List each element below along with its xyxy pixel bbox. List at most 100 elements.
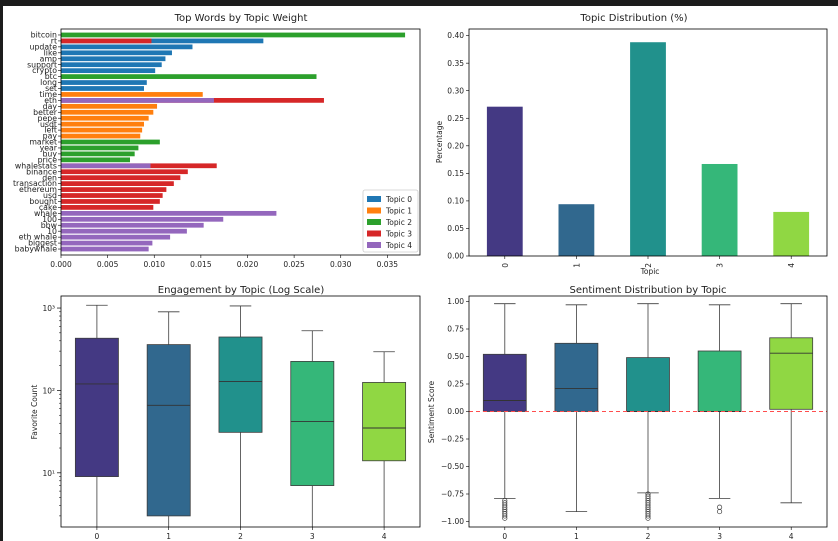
topic-bar (558, 204, 595, 256)
y-tick-label: 10² (42, 386, 55, 395)
word-tick-label: biggest (28, 239, 57, 248)
word-tick-label: usd (43, 191, 57, 200)
iqr-box (74, 337, 119, 477)
word-tick-label: eth whale (19, 233, 58, 242)
x-tick-label: 0.010 (144, 260, 166, 269)
topic-distribution-xlabel: Topic (640, 267, 660, 276)
word-tick-label: crypto (32, 66, 57, 75)
iqr-box (146, 344, 191, 517)
outlier-point (717, 509, 723, 515)
y-tick-label: 0.50 (447, 352, 464, 361)
x-tick-label: 4 (789, 532, 794, 541)
word-bar (61, 193, 163, 198)
legend-swatch (367, 230, 381, 237)
word-bar (61, 44, 193, 50)
x-tick-label: 0 (502, 532, 507, 541)
word-tick-label: whalestats (15, 161, 57, 170)
word-bar (61, 50, 172, 56)
y-tick-label: 0.75 (447, 325, 464, 334)
word-tick-label: year (40, 144, 58, 153)
legend-swatch (367, 196, 381, 202)
legend-label: Topic 1 (385, 207, 412, 216)
word-bar (61, 98, 214, 103)
iqr-box (218, 336, 263, 433)
topic-bar (630, 42, 666, 257)
y-tick-label: 0.20 (447, 141, 464, 150)
y-tick-label: −1.00 (441, 517, 464, 526)
word-tick-label: amp (40, 54, 57, 63)
y-tick-label: −0.75 (441, 490, 464, 499)
word-bar (61, 234, 171, 240)
word-tick-label: whale (34, 209, 57, 218)
x-tick-label: 0.020 (237, 260, 259, 269)
word-bar (61, 139, 160, 145)
y-tick-label: 0.25 (447, 380, 464, 389)
y-tick-label: 0.35 (447, 59, 464, 68)
word-tick-label: 10 (47, 227, 57, 236)
x-tick-label: 3 (717, 532, 722, 541)
word-bar (61, 157, 131, 163)
word-bar (61, 109, 154, 115)
word-tick-label: cake (39, 203, 57, 212)
iqr-box (769, 337, 814, 410)
word-bar (61, 38, 152, 44)
word-bar (61, 68, 156, 74)
word-bar (61, 115, 149, 121)
word-bar (61, 103, 158, 109)
word-bar (61, 133, 141, 139)
word-bar (61, 56, 166, 62)
outlier-point (645, 513, 651, 519)
engagement-ylabel: Favorite Count (30, 385, 39, 440)
outlier-point (502, 513, 508, 519)
legend-swatch (367, 207, 381, 214)
x-tick-label: 0 (501, 263, 510, 268)
legend-label: Topic 3 (385, 230, 412, 239)
word-bar (61, 163, 151, 169)
word-tick-label: transaction (13, 179, 57, 188)
topic-distribution-ylabel: Percentage (435, 121, 444, 164)
word-tick-label: usdt (40, 120, 57, 129)
legend-swatch (367, 219, 381, 225)
legend-label: Topic 0 (385, 195, 412, 204)
word-bar (61, 32, 406, 38)
word-bar (61, 38, 264, 44)
word-tick-label: day (43, 102, 58, 111)
x-tick-label: 4 (382, 532, 387, 541)
word-tick-label: like (44, 48, 58, 57)
iqr-box (554, 342, 599, 412)
word-bar (61, 80, 147, 85)
word-bar (61, 175, 181, 181)
outlier-point (717, 504, 723, 510)
word-tick-label: btc (45, 72, 57, 81)
word-tick-label: bbw (41, 221, 58, 230)
x-tick-label: 2 (644, 263, 653, 268)
y-tick-label: 10³ (42, 304, 55, 313)
x-tick-label: 1 (574, 532, 579, 541)
word-bar (61, 151, 135, 157)
iqr-box (697, 350, 742, 412)
x-tick-label: 0.005 (97, 260, 119, 269)
legend-swatch (367, 242, 381, 248)
box-group (74, 304, 407, 527)
outlier-point (502, 515, 508, 521)
y-tick-label: 0.10 (447, 197, 464, 206)
x-tick-label: 3 (310, 532, 315, 541)
word-tick-label: left (44, 126, 57, 135)
x-tick-label: 3 (716, 263, 725, 268)
x-tick-label: 0.030 (330, 260, 352, 269)
word-bar (61, 187, 167, 192)
word-tick-label: pepe (38, 114, 58, 123)
word-tick-label: binance (26, 167, 57, 176)
word-bar (61, 205, 154, 210)
word-tick-label: babywhale (15, 245, 58, 254)
y-tick-label: 0.15 (447, 169, 464, 178)
y-tick-label: −0.25 (441, 435, 464, 444)
word-bar (61, 74, 317, 79)
x-tick-label: 1 (166, 532, 171, 541)
word-tick-label: update (30, 42, 58, 51)
word-tick-label: rt (51, 37, 57, 46)
word-tick-label: buy (42, 149, 57, 158)
word-bar (61, 199, 160, 204)
x-tick-label: 2 (646, 532, 651, 541)
